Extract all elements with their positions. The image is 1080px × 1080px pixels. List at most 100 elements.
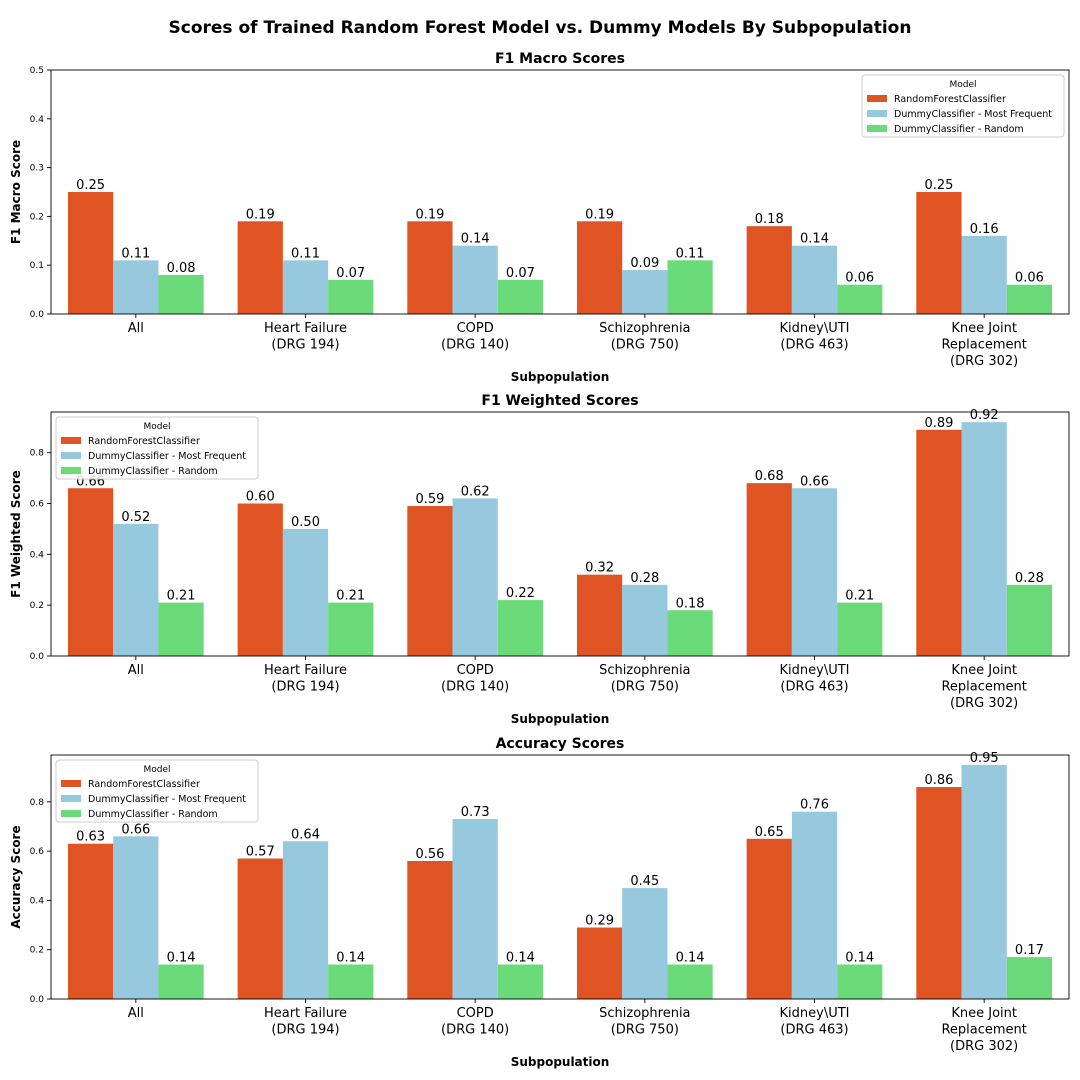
bar-3-s3-c5	[837, 964, 883, 999]
figure-title: Scores of Trained Random Forest Model vs…	[168, 18, 912, 38]
data-label-1-s3-c5: 0.06	[845, 271, 874, 286]
legend-swatch-2-3	[61, 467, 81, 474]
data-label-2-s2-c1: 0.52	[121, 510, 150, 525]
data-label-2-s3-c3: 0.22	[506, 586, 535, 601]
data-label-1-s1-c5: 0.18	[755, 212, 784, 227]
x-tick-label-1-4-1: Schizophrenia	[599, 321, 690, 336]
data-label-1-s3-c4: 0.11	[676, 246, 705, 261]
bar-1-s3-c3	[497, 279, 544, 314]
x-tick-label-3-4-1: Schizophrenia	[599, 1006, 690, 1021]
bar-3-s3-c2	[328, 964, 374, 999]
y-tick-label-2-4: 0.6	[30, 500, 45, 510]
legend-swatch-3-3	[61, 810, 81, 817]
y-tick-label-3-3: 0.4	[30, 896, 45, 906]
bar-1-s3-c6	[1006, 284, 1053, 314]
bar-2-s1-c1	[67, 488, 114, 656]
legend-title-1: Model	[949, 80, 976, 90]
legend-label-2-3: DummyClassifier - Random	[88, 466, 218, 477]
bar-2-s1-c2	[237, 503, 283, 656]
bar-2-s1-c4	[576, 574, 623, 656]
bar-1-s2-c6	[961, 235, 1007, 314]
legend-label-2-2: DummyClassifier - Most Frequent	[88, 451, 246, 462]
bar-3-s2-c5	[791, 811, 838, 999]
data-label-2-s3-c5: 0.21	[845, 589, 874, 604]
data-label-1-s1-c4: 0.19	[585, 207, 614, 222]
data-label-3-s2-c3: 0.73	[461, 805, 490, 820]
bar-1-s3-c2	[328, 279, 374, 314]
x-tick-label-3-5-1: Kidney\UTI	[780, 1006, 850, 1021]
data-label-3-s3-c5: 0.14	[845, 950, 874, 965]
bar-2-s1-c5	[746, 483, 792, 656]
x-tick-label-2-2-1: Heart Failure	[264, 663, 347, 678]
bar-3-s1-c2	[237, 858, 283, 999]
bar-2-s3-c6	[1006, 584, 1053, 656]
data-label-2-s1-c6: 0.89	[924, 416, 953, 431]
data-label-1-s3-c6: 0.06	[1015, 271, 1044, 286]
legend-label-3-3: DummyClassifier - Random	[88, 809, 218, 820]
x-tick-label-1-5-2: (DRG 463)	[780, 338, 848, 353]
y-tick-label-2-2: 0.2	[30, 601, 44, 611]
data-label-3-s1-c1: 0.63	[76, 830, 105, 845]
bar-2-s1-c6	[916, 429, 962, 656]
data-label-3-s1-c3: 0.56	[415, 847, 444, 862]
bar-1-s2-c3	[452, 245, 498, 314]
y-tick-label-3-2: 0.2	[30, 946, 44, 956]
y-axis-label-2: F1 Weighted Score	[9, 470, 23, 598]
bar-1-s1-c3	[407, 221, 453, 314]
data-label-1-s3-c1: 0.08	[167, 261, 196, 276]
bar-2-s3-c4	[667, 610, 713, 656]
bar-3-s1-c5	[746, 838, 792, 999]
y-tick-label-1-5: 0.4	[30, 115, 45, 125]
data-label-1-s1-c6: 0.25	[924, 178, 953, 193]
axes-frame-1	[50, 69, 1070, 315]
legend-1	[861, 74, 1065, 138]
legend-label-2-1: RandomForestClassifier	[88, 436, 200, 447]
bar-3-s3-c4	[667, 964, 713, 999]
data-label-1-s2-c3: 0.14	[461, 232, 490, 247]
bar-2-s2-c2	[282, 528, 329, 656]
y-tick-label-1-4: 0.3	[30, 164, 44, 174]
bar-2-s2-c5	[791, 488, 838, 656]
bar-3-s2-c6	[961, 764, 1007, 999]
y-tick-label-2-5: 0.8	[30, 449, 45, 459]
y-tick-label-3-1: 0.0	[30, 995, 45, 1005]
bar-1-s2-c4	[622, 270, 668, 314]
data-label-3-s1-c4: 0.29	[585, 914, 614, 929]
panel-title-1: F1 Macro Scores	[495, 51, 625, 67]
bar-2-s3-c3	[497, 600, 544, 656]
bar-3-s2-c1	[113, 836, 159, 999]
x-tick-label-3-6-1: Knee Joint	[951, 1006, 1017, 1021]
bar-3-s3-c3	[497, 964, 544, 999]
legend-swatch-1-2	[867, 110, 887, 117]
legend-swatch-3-1	[61, 780, 81, 787]
data-label-3-s2-c6: 0.95	[970, 751, 999, 766]
bar-1-s1-c5	[746, 226, 792, 314]
x-tick-label-3-3-1: COPD	[457, 1006, 494, 1021]
legend-label-1-2: DummyClassifier - Most Frequent	[894, 109, 1052, 120]
y-axis-label-3: Accuracy Score	[9, 825, 23, 928]
bar-1-s1-c4	[576, 221, 623, 314]
bar-1-s3-c4	[667, 260, 713, 314]
bar-3-s1-c6	[916, 787, 962, 999]
x-tick-label-1-6-3: (DRG 302)	[950, 354, 1018, 369]
data-label-3-s2-c1: 0.66	[121, 822, 150, 837]
data-label-3-s3-c2: 0.14	[336, 950, 365, 965]
bar-2-s2-c4	[622, 584, 668, 656]
y-tick-label-1-1: 0.0	[30, 310, 45, 320]
x-tick-label-3-1-1: All	[128, 1006, 144, 1021]
y-tick-label-1-6: 0.5	[30, 66, 44, 76]
x-tick-label-2-5-2: (DRG 463)	[780, 680, 848, 695]
panel-title-2: F1 Weighted Scores	[481, 393, 638, 409]
legend-swatch-1-3	[867, 125, 887, 132]
data-label-1-s1-c3: 0.19	[415, 207, 444, 222]
data-label-1-s2-c5: 0.14	[800, 232, 829, 247]
bar-3-s2-c2	[282, 841, 329, 999]
y-tick-label-3-5: 0.8	[30, 798, 45, 808]
axes-frame-3	[50, 754, 1070, 1000]
x-tick-label-2-4-1: Schizophrenia	[599, 663, 690, 678]
x-tick-label-1-6-1: Knee Joint	[951, 321, 1017, 336]
legend-label-1-1: RandomForestClassifier	[894, 94, 1006, 105]
legend-title-3: Model	[143, 765, 170, 775]
axes-frame-2	[50, 411, 1070, 657]
